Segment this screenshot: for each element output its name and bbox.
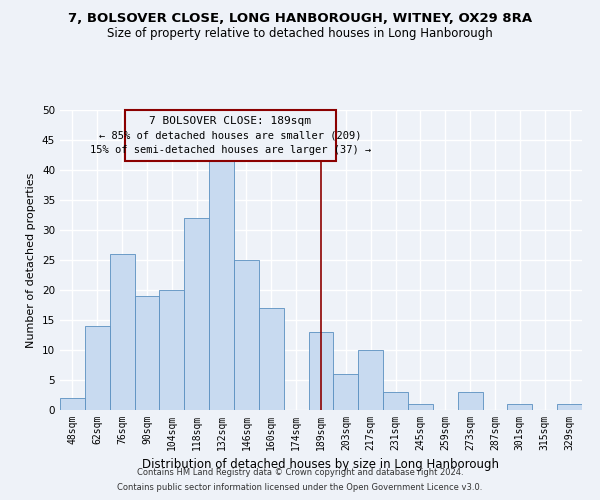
Y-axis label: Number of detached properties: Number of detached properties	[26, 172, 37, 348]
Bar	[60, 398, 85, 410]
Bar	[383, 392, 408, 410]
Text: 7, BOLSOVER CLOSE, LONG HANBOROUGH, WITNEY, OX29 8RA: 7, BOLSOVER CLOSE, LONG HANBOROUGH, WITN…	[68, 12, 532, 26]
Bar	[334, 374, 358, 410]
Text: 15% of semi-detached houses are larger (37) →: 15% of semi-detached houses are larger (…	[89, 145, 371, 155]
Bar	[134, 296, 160, 410]
Text: ← 85% of detached houses are smaller (209): ← 85% of detached houses are smaller (20…	[99, 130, 362, 140]
Bar	[184, 218, 209, 410]
Text: 7 BOLSOVER CLOSE: 189sqm: 7 BOLSOVER CLOSE: 189sqm	[149, 116, 311, 126]
Bar	[557, 404, 582, 410]
Bar	[458, 392, 482, 410]
Bar	[259, 308, 284, 410]
Text: Size of property relative to detached houses in Long Hanborough: Size of property relative to detached ho…	[107, 28, 493, 40]
Bar	[85, 326, 110, 410]
Text: Contains HM Land Registry data © Crown copyright and database right 2024.: Contains HM Land Registry data © Crown c…	[137, 468, 463, 477]
X-axis label: Distribution of detached houses by size in Long Hanborough: Distribution of detached houses by size …	[143, 458, 499, 471]
Bar	[408, 404, 433, 410]
Bar	[160, 290, 184, 410]
Bar	[358, 350, 383, 410]
Bar	[508, 404, 532, 410]
FancyBboxPatch shape	[125, 110, 336, 161]
Bar	[308, 332, 334, 410]
Bar	[209, 158, 234, 410]
Bar	[234, 260, 259, 410]
Text: Contains public sector information licensed under the Open Government Licence v3: Contains public sector information licen…	[118, 483, 482, 492]
Bar	[110, 254, 134, 410]
